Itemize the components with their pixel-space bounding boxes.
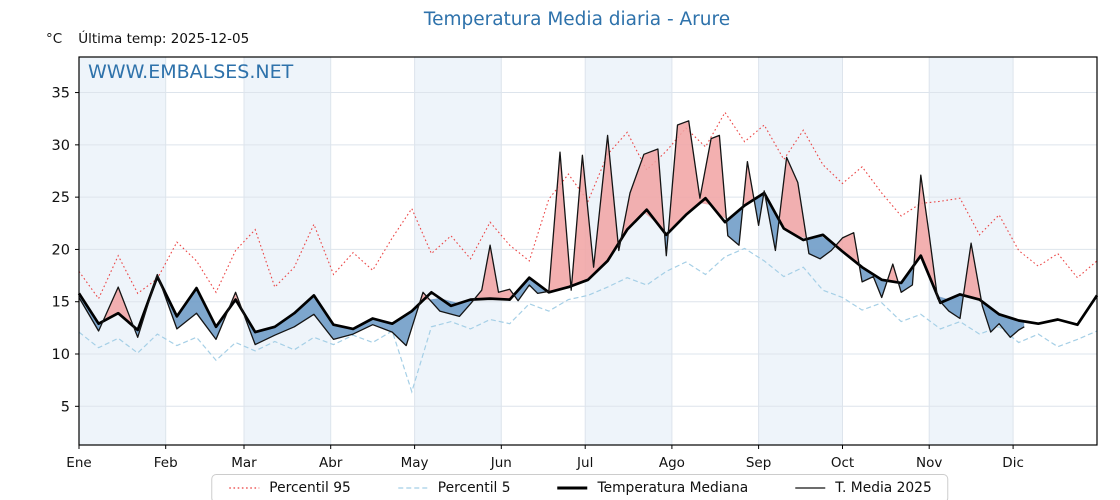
x-tick-label: Mar	[231, 455, 257, 471]
legend-item-percentil-95: Percentil 95	[228, 480, 351, 496]
x-tick-label: Dic	[1002, 455, 1024, 471]
series-percentil-5-line	[78, 247, 1098, 394]
legend-item-percentil-5: Percentil 5	[397, 480, 511, 496]
series-mediana-line	[77, 191, 1099, 334]
y-axis-unit-label: °C	[46, 31, 63, 47]
chart-title: Temperatura Media diaria - Arure	[423, 9, 731, 30]
series-t-media-2025-line	[78, 120, 1025, 347]
legend-swatch-temperatura-mediana	[557, 486, 588, 490]
x-tick-label: Sep	[746, 455, 771, 471]
legend-swatch-t-media-2025	[795, 487, 826, 489]
x-tick-label: Oct	[831, 455, 854, 471]
legend-label-percentil-5: Percentil 5	[437, 480, 511, 496]
month-band	[79, 57, 166, 445]
legend-label-t-media-2025: T. Media 2025	[835, 480, 932, 496]
legend: Percentil 95 Percentil 5 Temperatura Media…	[211, 474, 949, 500]
x-tick-label: Jul	[576, 455, 593, 471]
fill-below-median	[79, 193, 1025, 346]
x-tick-label: Abr	[319, 455, 343, 471]
month-band	[414, 57, 502, 445]
legend-item-temperatura-mediana: Temperatura Mediana	[557, 480, 749, 496]
x-tick-label: Ago	[659, 455, 685, 471]
fill-above-median	[79, 120, 1025, 333]
last-temp-label: Última temp: 2025-12-05	[78, 31, 250, 47]
y-tick-label: 35	[52, 86, 70, 102]
header-line: °C Última temp: 2025-12-05	[46, 31, 249, 47]
legend-swatch-percentil-5	[397, 487, 428, 489]
legend-label-percentil-95: Percentil 95	[269, 480, 351, 496]
x-tick-label: Ene	[66, 455, 91, 471]
y-tick-label: 20	[52, 242, 70, 258]
y-tick-label: 15	[52, 295, 70, 311]
legend-item-t-media-2025: T. Media 2025	[794, 480, 932, 496]
axes-border	[78, 56, 1098, 446]
series-percentil-95-line	[78, 111, 1098, 300]
watermark: WWW.EMBALSES.NET	[88, 61, 294, 83]
y-tick-label: 30	[52, 138, 70, 154]
month-band	[244, 57, 331, 445]
x-tick-label: Feb	[154, 455, 178, 471]
legend-label-temperatura-mediana: Temperatura Mediana	[597, 480, 749, 496]
y-tick-label: 5	[61, 399, 70, 415]
y-tick-label: 10	[52, 347, 70, 363]
x-tick-label: Nov	[916, 455, 942, 471]
y-tick-label: 25	[52, 190, 70, 206]
legend-swatch-percentil-95	[229, 487, 260, 489]
x-tick-label: Jun	[490, 455, 512, 471]
x-tick-label: May	[401, 455, 429, 471]
